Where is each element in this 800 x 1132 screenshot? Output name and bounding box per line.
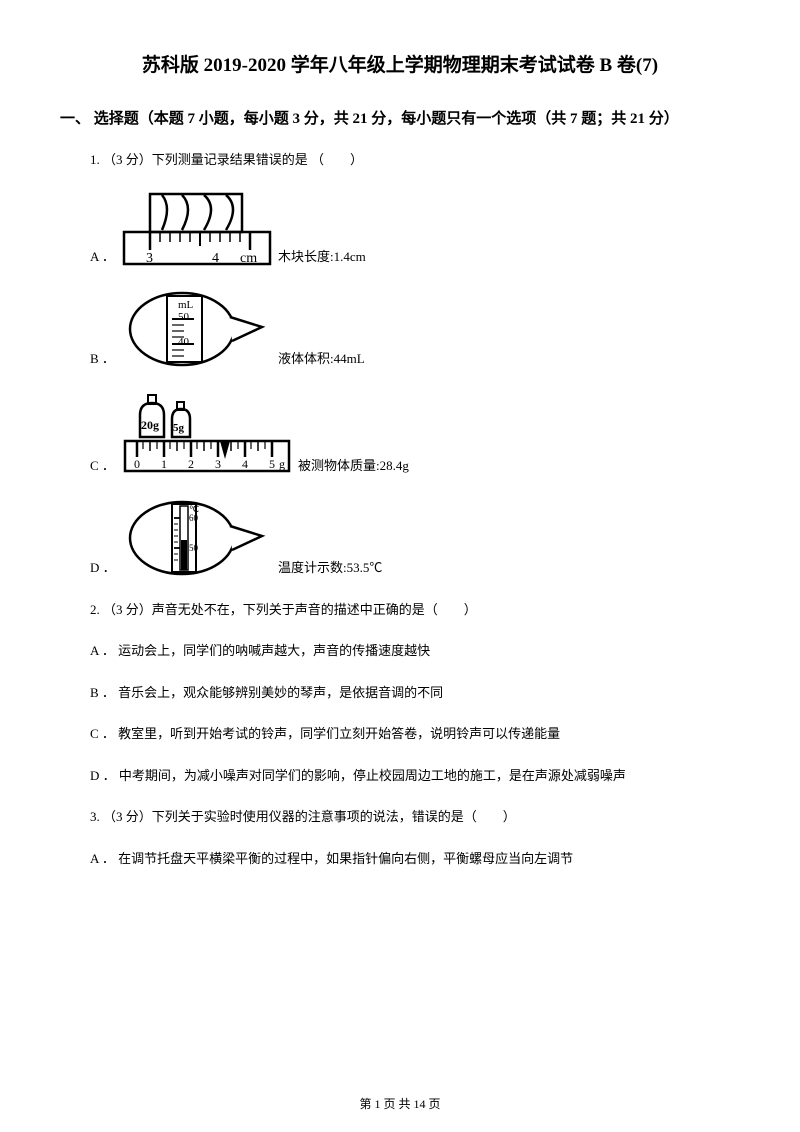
svg-text:2: 2 <box>188 457 194 471</box>
svg-text:5g: 5g <box>173 422 185 434</box>
page-title: 苏科版 2019-2020 学年八年级上学期物理期末考试试卷 B 卷(7) <box>60 50 740 77</box>
svg-text:60: 60 <box>189 513 199 523</box>
balance-figure: 20g 5g 0 <box>122 391 292 476</box>
q1-option-c: C ． 20g 5g <box>90 391 740 476</box>
svg-text:0: 0 <box>134 457 140 471</box>
svg-text:cm: cm <box>240 251 257 266</box>
svg-text:4: 4 <box>212 251 219 266</box>
q3-option-a: A ． 在调节托盘天平横梁平衡的过程中，如果指针偏向右侧，平衡螺母应当向左调节 <box>90 849 740 869</box>
cylinder-figure: mL 50 40 <box>122 289 272 369</box>
ruler-figure: 3 4 cm <box>122 192 272 267</box>
q1-option-d: D ． 60 50 ℃ 温度计示数:53.5℃ <box>90 498 740 578</box>
svg-text:20g: 20g <box>141 418 159 432</box>
svg-text:50: 50 <box>189 543 199 553</box>
svg-text:℃: ℃ <box>189 504 199 514</box>
option-text: 液体体积:44mL <box>278 349 365 369</box>
thermometer-figure: 60 50 ℃ <box>122 498 272 578</box>
option-label: A ． <box>90 247 116 267</box>
svg-text:5: 5 <box>269 457 275 471</box>
q2-stem: 2. （3 分）声音无处不在，下列关于声音的描述中正确的是（ ） <box>90 600 740 620</box>
option-label: C ． <box>90 456 116 476</box>
q2-option-c: C ． 教室里，听到开始考试的铃声，同学们立刻开始答卷，说明铃声可以传递能量 <box>90 724 740 744</box>
svg-text:3: 3 <box>215 457 221 471</box>
svg-text:g: g <box>279 457 285 471</box>
svg-text:1: 1 <box>161 457 167 471</box>
svg-text:4: 4 <box>242 457 248 471</box>
q1-option-b: B ． mL 50 40 液体体积:44mL <box>90 289 740 369</box>
svg-text:3: 3 <box>146 251 153 266</box>
option-label: B ． <box>90 349 116 369</box>
page-footer: 第 1 页 共 14 页 <box>0 1095 800 1112</box>
option-label: D ． <box>90 558 116 578</box>
q2-option-a: A ． 运动会上，同学们的呐喊声越大，声音的传播速度越快 <box>90 641 740 661</box>
svg-text:50: 50 <box>178 311 190 323</box>
q2-option-b: B ． 音乐会上，观众能够辨别美妙的琴声，是依据音调的不同 <box>90 683 740 703</box>
q1-option-a: A ． 3 4 cm 木块长度:1.4cm <box>90 192 740 267</box>
q2-option-d: D ． 中考期间，为减小噪声对同学们的影响，停止校园周边工地的施工，是在声源处减… <box>90 766 740 786</box>
option-text: 被测物体质量:28.4g <box>298 456 409 476</box>
svg-text:mL: mL <box>178 299 194 311</box>
svg-text:40: 40 <box>178 336 190 348</box>
option-text: 温度计示数:53.5℃ <box>278 558 382 578</box>
section-header: 一、 选择题（本题 7 小题，每小题 3 分，共 21 分，每小题只有一个选项（… <box>60 107 740 128</box>
option-text: 木块长度:1.4cm <box>278 247 366 267</box>
q3-stem: 3. （3 分）下列关于实验时使用仪器的注意事项的说法，错误的是（ ） <box>90 807 740 827</box>
q1-stem: 1. （3 分）下列测量记录结果错误的是 （ ） <box>90 150 740 170</box>
